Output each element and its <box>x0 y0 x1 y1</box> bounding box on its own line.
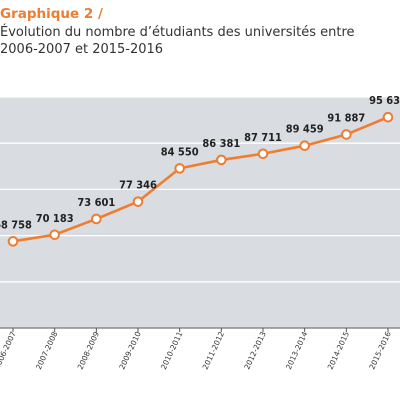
data-label: 87 711 <box>244 131 282 144</box>
x-tick-label: 2014-2015 <box>326 330 352 371</box>
x-tick-label: 2011-2012 <box>201 330 227 371</box>
data-point <box>91 213 102 225</box>
data-label: 89 459 <box>286 123 324 136</box>
x-tick-label: 2012-2013 <box>242 330 268 371</box>
data-label: 84 550 <box>161 145 199 158</box>
x-tick-label: 2007-2008 <box>34 330 60 371</box>
series-line <box>12 115 389 243</box>
subtitle-line: Évolution du nombre d’étudiants des univ… <box>0 25 355 40</box>
plot-area <box>0 97 400 328</box>
data-point <box>132 196 144 207</box>
data-label: 68 758 <box>0 218 32 231</box>
x-tick-label: 2009-2010 <box>117 330 143 371</box>
chart-subtitle: Évolution du nombre d’étudiants des univ… <box>0 24 398 58</box>
x-tick-label: 2010-2011 <box>159 330 185 371</box>
data-point <box>341 129 352 140</box>
data-label: 95 630 <box>369 94 400 107</box>
data-label: 91 887 <box>327 111 365 124</box>
x-tick-label: 2006-2007 <box>0 330 18 371</box>
data-label: 70 183 <box>36 212 74 225</box>
data-label: 77 346 <box>119 179 157 192</box>
data-point <box>382 111 394 123</box>
data-label: 73 601 <box>77 196 115 209</box>
chart-label: Graphique 2 / <box>0 6 103 22</box>
x-tick-label: 2008-2009 <box>76 330 102 371</box>
data-point <box>299 140 310 151</box>
data-point <box>49 229 60 241</box>
subtitle-line: 2006-2007 et 2015-2016 <box>0 42 164 57</box>
data-point <box>257 148 269 160</box>
x-tick-label: 2015-2016 <box>367 330 393 371</box>
data-point <box>7 236 19 247</box>
data-point <box>174 163 185 174</box>
data-point <box>216 154 227 166</box>
x-tick-label: 2013-2014 <box>284 330 310 371</box>
data-label: 86 381 <box>202 137 240 150</box>
